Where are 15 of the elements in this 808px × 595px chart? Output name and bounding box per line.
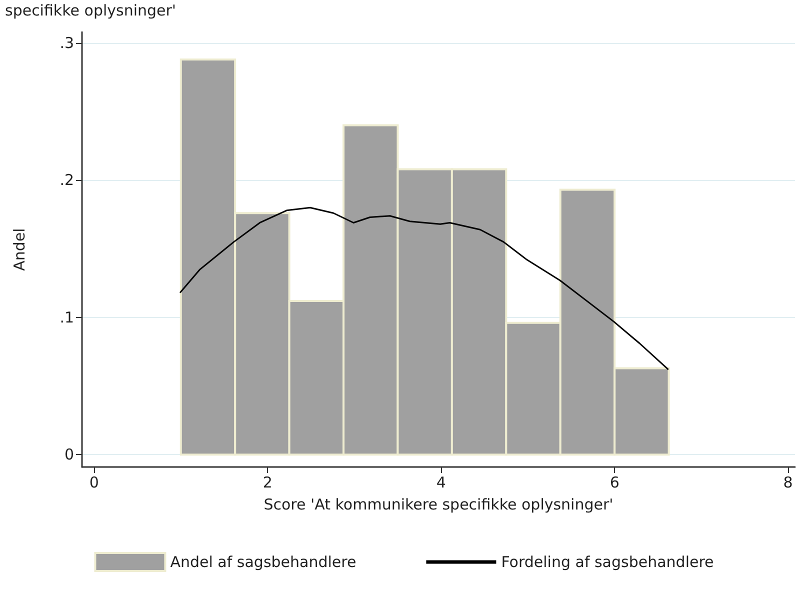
y-tick-label: .2 [60,171,74,190]
x-tick-label: 8 [783,474,793,492]
legend-label: Andel af sagsbehandlere [170,553,356,571]
legend-label: Fordeling af sagsbehandlere [501,553,714,571]
y-tick-label: .3 [60,34,74,52]
line-series [179,206,670,370]
x-tick-label: 6 [610,474,620,492]
x-tick-label: 2 [262,474,272,492]
y-axis-title: Andel [10,228,28,271]
y-tick-label: .1 [60,308,74,326]
x-tick-label: 4 [436,474,446,492]
x-axis-title: Score 'At kommunikere specifikke oplysninger' [264,496,614,514]
x-tick-label: 0 [89,474,99,492]
y-tick-label: 0 [64,446,74,464]
chart-title: specifikke oplysninger' [5,2,176,20]
